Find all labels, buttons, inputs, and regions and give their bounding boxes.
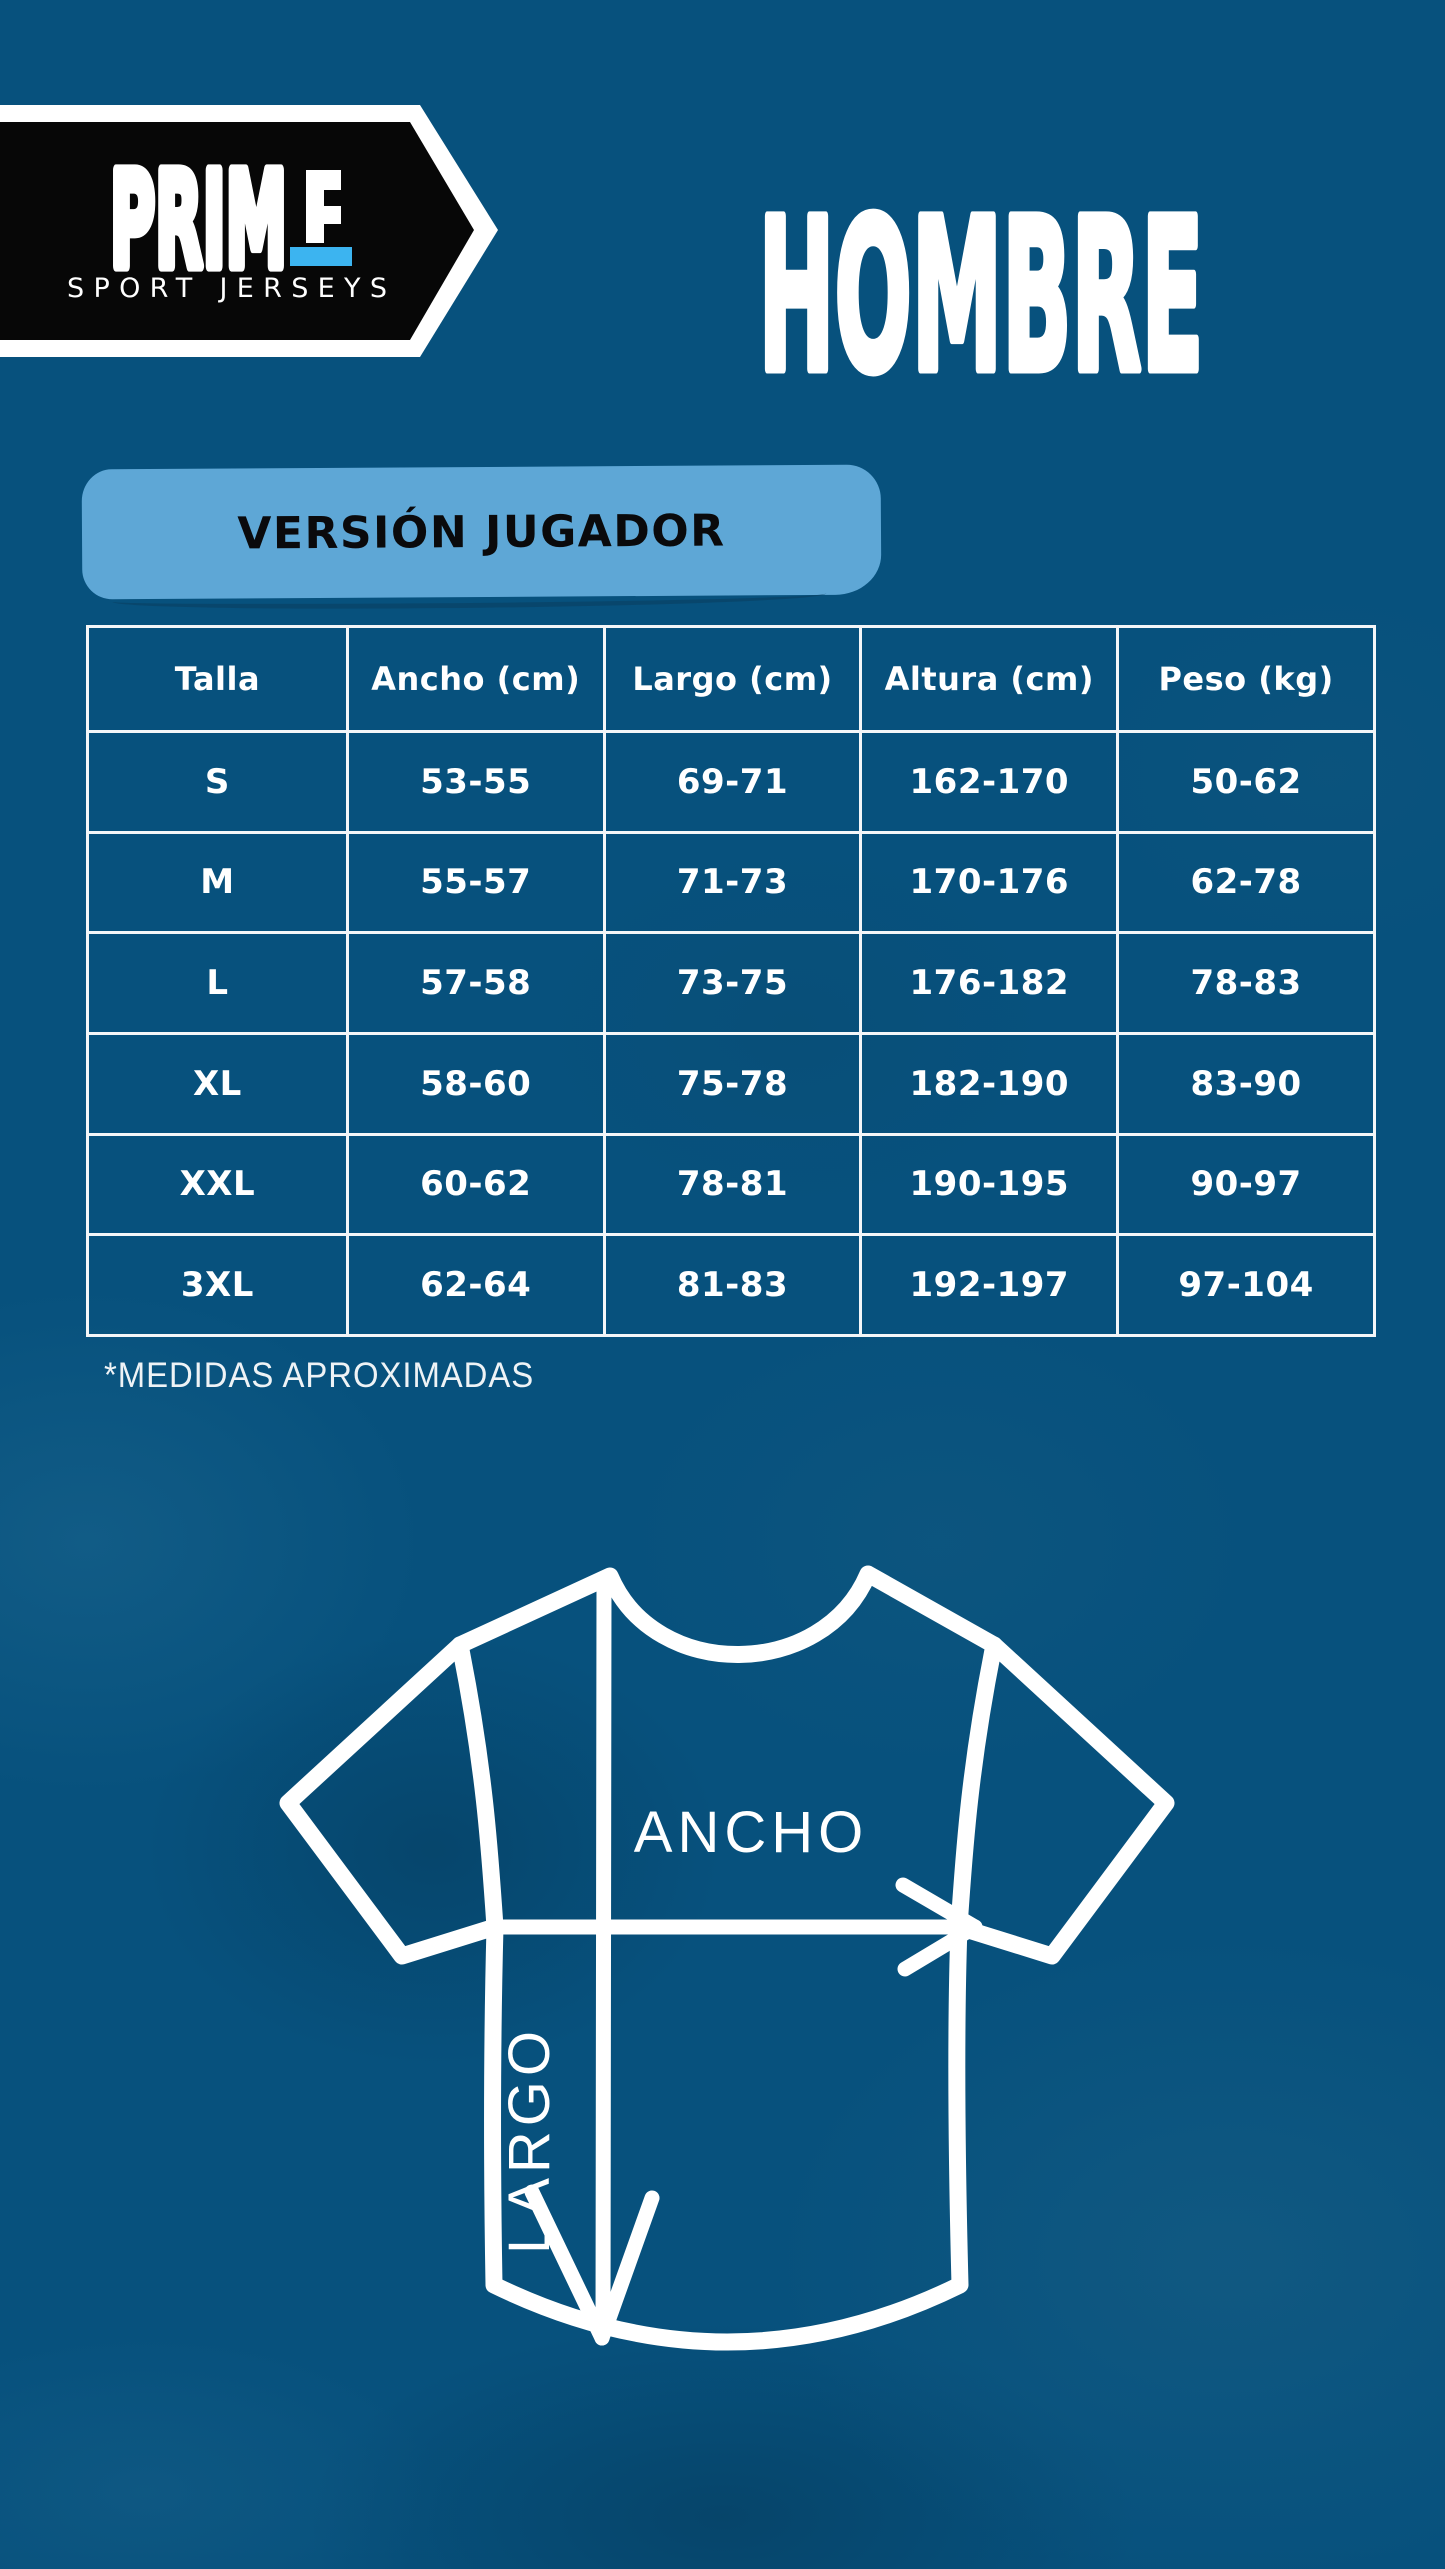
table-cell: 78-81 [602,1132,860,1234]
table-cell: 81-83 [602,1233,860,1334]
table-cell: 71-73 [602,830,860,932]
version-badge: VERSIÓN JUGADOR [81,464,882,600]
stylized-e-icon [290,170,352,266]
tshirt-diagram: ANCHO LARGO [279,1565,1175,2351]
table-cell: 83-90 [1116,1031,1373,1133]
table-cell: 69-71 [602,730,860,831]
column-header: Ancho (cm) [345,628,603,730]
size-cell: S [89,730,346,831]
width-label: ANCHO [634,1800,868,1865]
column-header: Talla [174,660,261,698]
size-table: Talla Ancho (cm) Largo (cm) Altura (cm) … [86,625,1376,1337]
table-cell: 75-78 [602,1031,860,1133]
table-cell: 50-62 [1116,730,1373,831]
tshirt-outline-icon [279,1565,1175,2351]
table-cell: 62-78 [1116,830,1373,932]
table-cell: 90-97 [1116,1132,1373,1234]
table-cell: 192-197 [859,1233,1117,1334]
page-title: HOMBRE [755,196,1207,386]
brand-logo: PRIM SPORT JERSEYS [0,105,498,357]
table-cell: 97-104 [1116,1233,1373,1334]
size-cell: XXL [89,1132,346,1234]
table-cell: 182-190 [859,1031,1117,1133]
column-header: Peso (kg) [1116,628,1373,730]
logo-brand-text: PRIM [110,144,287,298]
table-cell: 62-64 [345,1233,603,1334]
size-cell: 3XL [89,1233,346,1334]
version-badge-label: VERSIÓN JUGADOR [237,505,726,559]
size-cell: XL [89,1031,346,1133]
size-cell: L [89,931,346,1032]
column-header: Largo (cm) [602,628,860,730]
length-arrow-icon [524,1574,660,2346]
table-cell: 58-60 [345,1031,603,1133]
table-cell: 57-58 [345,931,603,1032]
logo-accent-bar [290,247,352,266]
column-header: Altura (cm) [859,628,1116,730]
table-cell: 170-176 [859,830,1117,932]
table-cell: 55-57 [345,830,603,932]
table-cell: 78-83 [1116,931,1373,1032]
page-title-text: HOMBRE [759,196,1204,386]
table-cell: 162-170 [859,730,1117,831]
table-cell: 190-195 [859,1132,1117,1234]
width-arrow-icon [490,1877,983,1977]
table-cell: 60-62 [345,1132,603,1234]
table-cell: 176-182 [859,931,1117,1032]
logo-pennant-shape [0,122,474,340]
table-cell: 53-55 [345,730,603,831]
length-label: LARGO [497,2026,562,2254]
size-cell: M [89,830,346,932]
table-cell: 73-75 [602,931,860,1032]
table-footnote: *MEDIDAS APROXIMADAS [104,1356,535,1395]
logo-tagline: SPORT JERSEYS [67,273,387,304]
